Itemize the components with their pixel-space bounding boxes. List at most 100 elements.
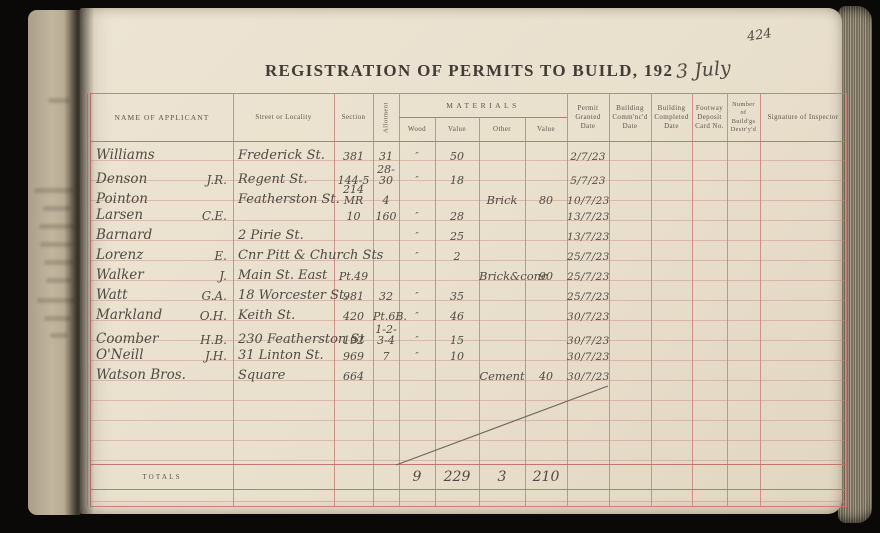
materials-other-cell: [479, 362, 525, 364]
header-street-or-locality: Street or Locality: [255, 112, 312, 121]
header-materials-group: MATERIALS Wood Value Other Value: [399, 94, 567, 141]
ruled-line-bottom: [91, 501, 846, 502]
permit-granted-date-cell: 25/7/23: [567, 250, 610, 263]
materials-wood-cell: [399, 282, 435, 284]
register-table: NAME OF APPLICANT Street or Locality Sec…: [87, 93, 847, 507]
table-row: Lorenz E. Cnr Pitt & Church Sts ″ 2 25/7…: [91, 244, 846, 264]
applicant-surname: Watson Bros.: [96, 366, 186, 383]
totals-wood: 9: [412, 469, 422, 485]
column-line: [609, 94, 610, 506]
empty-cells: [609, 382, 846, 384]
applicant-initials: H.B.: [200, 333, 227, 347]
materials-wood-value-cell: [435, 382, 479, 384]
applicant-surname: Pointon: [96, 190, 148, 207]
materials-other-value-cell: 40: [539, 370, 553, 383]
bleed-through-mark: [39, 224, 75, 229]
permit-granted-date-cell: 10/7/23: [567, 194, 610, 207]
bleed-through-mark: [43, 206, 71, 211]
permit-granted-date-cell: 2/7/23: [570, 150, 606, 163]
allotment-cell: 32: [379, 290, 393, 303]
bleed-through-mark: [34, 188, 74, 193]
table-row: O'Neill J.H. 31 Linton St. 969 7 ″ 10 30…: [91, 344, 846, 364]
column-line: [692, 94, 693, 506]
header-signature-of-inspector: Signature of Inspector: [767, 112, 839, 121]
section-cell: 144-5: [337, 174, 370, 187]
column-line: [435, 118, 436, 506]
applicant-initials: C.E.: [201, 209, 227, 223]
materials-wood-cell: ″: [415, 176, 419, 186]
table-row: Watt G.A. 18 Worcester St. 981 32 ″ 35 2…: [91, 284, 846, 304]
allotment-cell: [373, 382, 399, 384]
header-building-commenced-date: Building Comm'nc'd Date: [612, 103, 648, 131]
applicant-cell: Barnard: [91, 228, 233, 245]
empty-cells: [609, 186, 846, 188]
table-row: Williams Frederick St. 381 31 ″ 50 2/7/2…: [91, 144, 846, 164]
permit-granted-date-cell: 13/7/23: [567, 210, 610, 223]
applicant-initials: J.: [219, 269, 227, 283]
applicant-initials: J.R.: [206, 173, 227, 187]
totals-wood-value: 229: [443, 469, 471, 485]
materials-wood-value-cell: 18: [450, 174, 464, 187]
materials-other-cell: [479, 222, 525, 224]
street-locality-cell: Keith St.: [238, 308, 296, 323]
applicant-cell: Watt G.A.: [91, 288, 233, 305]
applicant-initials: J.H.: [205, 349, 227, 363]
section-cell: 420: [343, 310, 364, 323]
allotment-cell: 28-30: [377, 163, 395, 187]
section-cell: Pt.49: [338, 270, 369, 283]
applicant-surname: O'Neill: [96, 346, 144, 363]
street-locality-cell: Regent St.: [238, 172, 308, 187]
section-cell: 381: [343, 150, 364, 163]
street-locality-cell: 230 Featherston St: [238, 332, 365, 347]
materials-other-value-cell: [525, 346, 567, 348]
street-locality-cell: [233, 222, 334, 224]
materials-other-value-cell: [525, 222, 567, 224]
bleed-through-mark: [48, 98, 70, 103]
header-number-buildings-destroyed: Number of Build'gs Destr'y'd: [730, 101, 757, 133]
materials-other-value-cell: [525, 242, 567, 244]
allotment-cell: [373, 262, 399, 264]
applicant-surname: Denson: [96, 170, 148, 187]
table-row: Walker J. Main St. East Pt.49 Brick&conc…: [91, 264, 846, 284]
materials-other-cell: [479, 242, 525, 244]
applicant-cell: Larsen C.E.: [91, 208, 233, 225]
permit-granted-date-cell: 30/7/23: [567, 310, 610, 323]
empty-cells: [609, 162, 846, 164]
column-line: [479, 118, 480, 506]
street-locality-cell: 2 Pirie St.: [238, 228, 304, 243]
materials-wood-value-cell: 50: [450, 150, 464, 163]
table-row: Larsen C.E. 10 160 ″ 28 13/7/23: [91, 204, 846, 224]
street-locality-cell: Square: [238, 368, 286, 383]
applicant-initials: O.H.: [199, 309, 227, 323]
applicant-cell: Walker J.: [91, 268, 233, 285]
empty-cells: [609, 222, 846, 224]
section-cell: 969: [343, 350, 364, 363]
allotment-cell: [373, 282, 399, 284]
section-cell: 10: [346, 210, 361, 223]
permit-granted-date-cell: 30/7/23: [567, 350, 610, 363]
margin-line: [87, 94, 88, 506]
materials-other-value-cell: 90: [539, 270, 553, 283]
allotment-cell: 4: [382, 194, 390, 207]
allotment-cell: 160: [375, 210, 397, 223]
materials-other-value-cell: [525, 262, 567, 264]
permit-granted-date-cell: 30/7/23: [567, 334, 610, 347]
applicant-cell: Williams: [91, 148, 233, 165]
materials-wood-cell: ″: [415, 292, 419, 302]
allotment-cell: 31: [379, 150, 393, 163]
allotment-cell: [373, 242, 399, 244]
section-cell: 192: [343, 334, 364, 347]
permit-granted-date-cell: 25/7/23: [567, 270, 610, 283]
applicant-cell: Pointon: [91, 190, 233, 209]
bleed-through-mark: [50, 333, 68, 338]
materials-other-value-cell: [525, 162, 567, 164]
ledger-page: 424 REGISTRATION OF PERMITS TO BUILD, 19…: [80, 8, 847, 514]
bleed-through-mark: [46, 278, 72, 283]
materials-other-cell: [479, 322, 525, 324]
street-locality-cell: 18 Worcester St.: [238, 288, 349, 303]
applicant-cell: Lorenz E.: [91, 248, 233, 265]
table-row: Barnard 2 Pirie St. ″ 25 13/7/23: [91, 224, 846, 244]
applicant-cell: Coomber H.B.: [91, 332, 233, 349]
applicant-cell: O'Neill J.H.: [91, 346, 233, 365]
